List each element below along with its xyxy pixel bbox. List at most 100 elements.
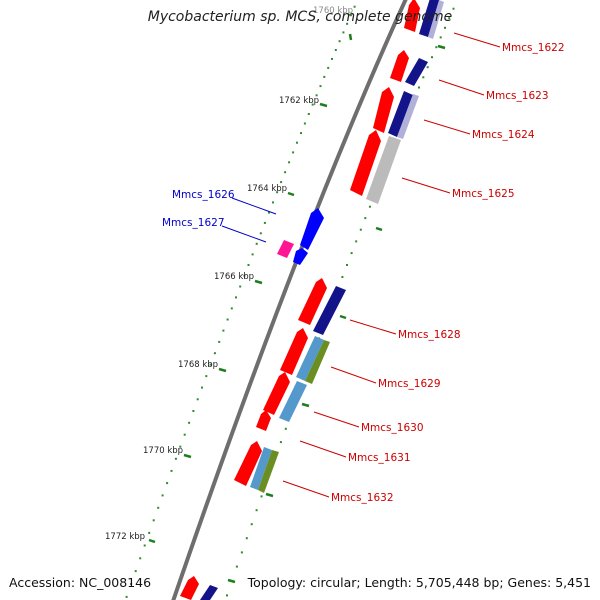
ring-dot <box>161 494 164 497</box>
ring-dot <box>331 57 333 60</box>
ring-dot <box>243 274 246 277</box>
gene-label-mmcs-1629[interactable]: Mmcs_1629 <box>378 378 441 390</box>
ring-dot <box>174 457 177 460</box>
scale-label: 1760 kbp <box>313 6 353 16</box>
ring-dot <box>311 103 314 106</box>
ring-dot <box>170 469 173 472</box>
gene-arrow[interactable] <box>298 278 327 325</box>
gene-arrow[interactable] <box>277 240 294 258</box>
ring-dot <box>143 544 146 547</box>
ring-dot <box>245 537 248 540</box>
inner-dotted-ring <box>125 5 356 598</box>
ring-dot <box>350 252 353 255</box>
gene-label-mmcs-1628[interactable]: Mmcs_1628 <box>398 329 461 341</box>
ring-dot <box>364 217 367 220</box>
ring-dot <box>448 17 451 20</box>
ring-dot <box>263 221 266 224</box>
gene-label-mmcs-1630[interactable]: Mmcs_1630 <box>361 422 424 434</box>
ring-dot <box>288 161 291 164</box>
ring-dot <box>255 242 258 245</box>
reverse-genes <box>277 208 324 265</box>
ring-dot <box>230 307 233 310</box>
ring-dot <box>303 122 306 125</box>
gene-label-mmcs-1631[interactable]: Mmcs_1631 <box>348 452 411 464</box>
ring-dot <box>222 329 225 332</box>
ring-dot <box>157 506 160 509</box>
ring-dot <box>346 264 348 266</box>
ring-dot <box>452 7 455 10</box>
ring-dot <box>284 171 287 174</box>
gene-label-mmcs-1632[interactable]: Mmcs_1632 <box>331 492 394 504</box>
ring-dot <box>125 595 128 598</box>
gene-label-mmcs-1623[interactable]: Mmcs_1623 <box>486 90 549 102</box>
scale-labels: 1760 kbp 1762 kbp 1764 kbp 1766 kbp 1768… <box>105 6 353 542</box>
ring-dot <box>251 253 254 256</box>
ring-dot <box>268 211 270 214</box>
ring-dot <box>355 240 358 243</box>
ring-dot <box>341 276 344 278</box>
ring-dot <box>368 205 371 208</box>
ring-dot <box>152 519 155 522</box>
ring-dot <box>196 398 199 401</box>
gene-arrow[interactable] <box>280 328 308 375</box>
ring-dot <box>218 340 221 343</box>
gene-arrow[interactable] <box>373 87 394 133</box>
ring-dot <box>247 264 250 266</box>
map-title: Mycobacterium sp. MCS, complete genome <box>147 9 453 25</box>
cog-bars <box>200 0 444 600</box>
gene-label-mmcs-1627[interactable]: Mmcs_1627 <box>162 217 225 229</box>
gene-label-mmcs-1626[interactable]: Mmcs_1626 <box>172 189 235 201</box>
ring-dot <box>323 75 326 78</box>
scale-label: 1768 kbp <box>178 360 218 370</box>
ring-dot <box>259 232 262 235</box>
ring-dot <box>327 66 330 69</box>
ring-dot <box>250 523 253 526</box>
ring-dot <box>272 201 274 204</box>
ring-dot <box>235 565 238 568</box>
scale-ticks <box>148 33 446 584</box>
ring-dot <box>319 85 322 88</box>
accession-label: Accession: NC_008146 <box>9 575 152 590</box>
gene-arrow[interactable] <box>263 372 290 415</box>
genome-backbone <box>171 0 408 600</box>
gene-arrow[interactable] <box>390 50 409 82</box>
ring-dot <box>205 375 208 378</box>
gene-arrow[interactable] <box>350 130 381 196</box>
ring-dot <box>130 583 133 585</box>
ring-dot <box>240 551 243 554</box>
scale-label: 1764 kbp <box>247 184 287 194</box>
gene-label-mmcs-1625[interactable]: Mmcs_1625 <box>452 188 515 200</box>
gene-arrow[interactable] <box>256 410 271 431</box>
ring-dot <box>183 433 186 436</box>
ring-dot <box>139 557 142 560</box>
gene-arrow[interactable] <box>300 208 324 250</box>
gene-arrow[interactable] <box>180 576 199 600</box>
gene-arrow[interactable] <box>293 248 308 265</box>
ring-dot <box>300 132 302 135</box>
ring-dot <box>255 509 258 512</box>
scale-label: 1762 kbp <box>279 96 319 106</box>
ring-dot <box>426 66 429 69</box>
ring-dot <box>338 40 341 43</box>
ring-dot <box>431 56 433 59</box>
ring-dot <box>418 86 420 89</box>
ring-dot <box>439 36 442 39</box>
ring-dot <box>444 26 446 29</box>
gene-arrow[interactable] <box>234 441 262 486</box>
gene-label-mmcs-1624[interactable]: Mmcs_1624 <box>472 129 535 141</box>
gene-label-mmcs-1622[interactable]: Mmcs_1622 <box>502 42 565 54</box>
ring-dot <box>235 296 237 299</box>
gene-arrow[interactable] <box>404 0 420 32</box>
ring-dot <box>349 14 352 17</box>
leader-lines <box>221 32 501 498</box>
ring-dot <box>279 441 282 444</box>
ring-dot <box>292 151 295 154</box>
scale-label: 1770 kbp <box>143 446 183 456</box>
forward-genes <box>180 0 420 600</box>
ring-dot <box>315 94 318 97</box>
ring-dot <box>226 318 229 321</box>
ring-dot <box>296 141 298 144</box>
scale-label: 1772 kbp <box>105 532 145 542</box>
ring-dot <box>276 191 279 194</box>
